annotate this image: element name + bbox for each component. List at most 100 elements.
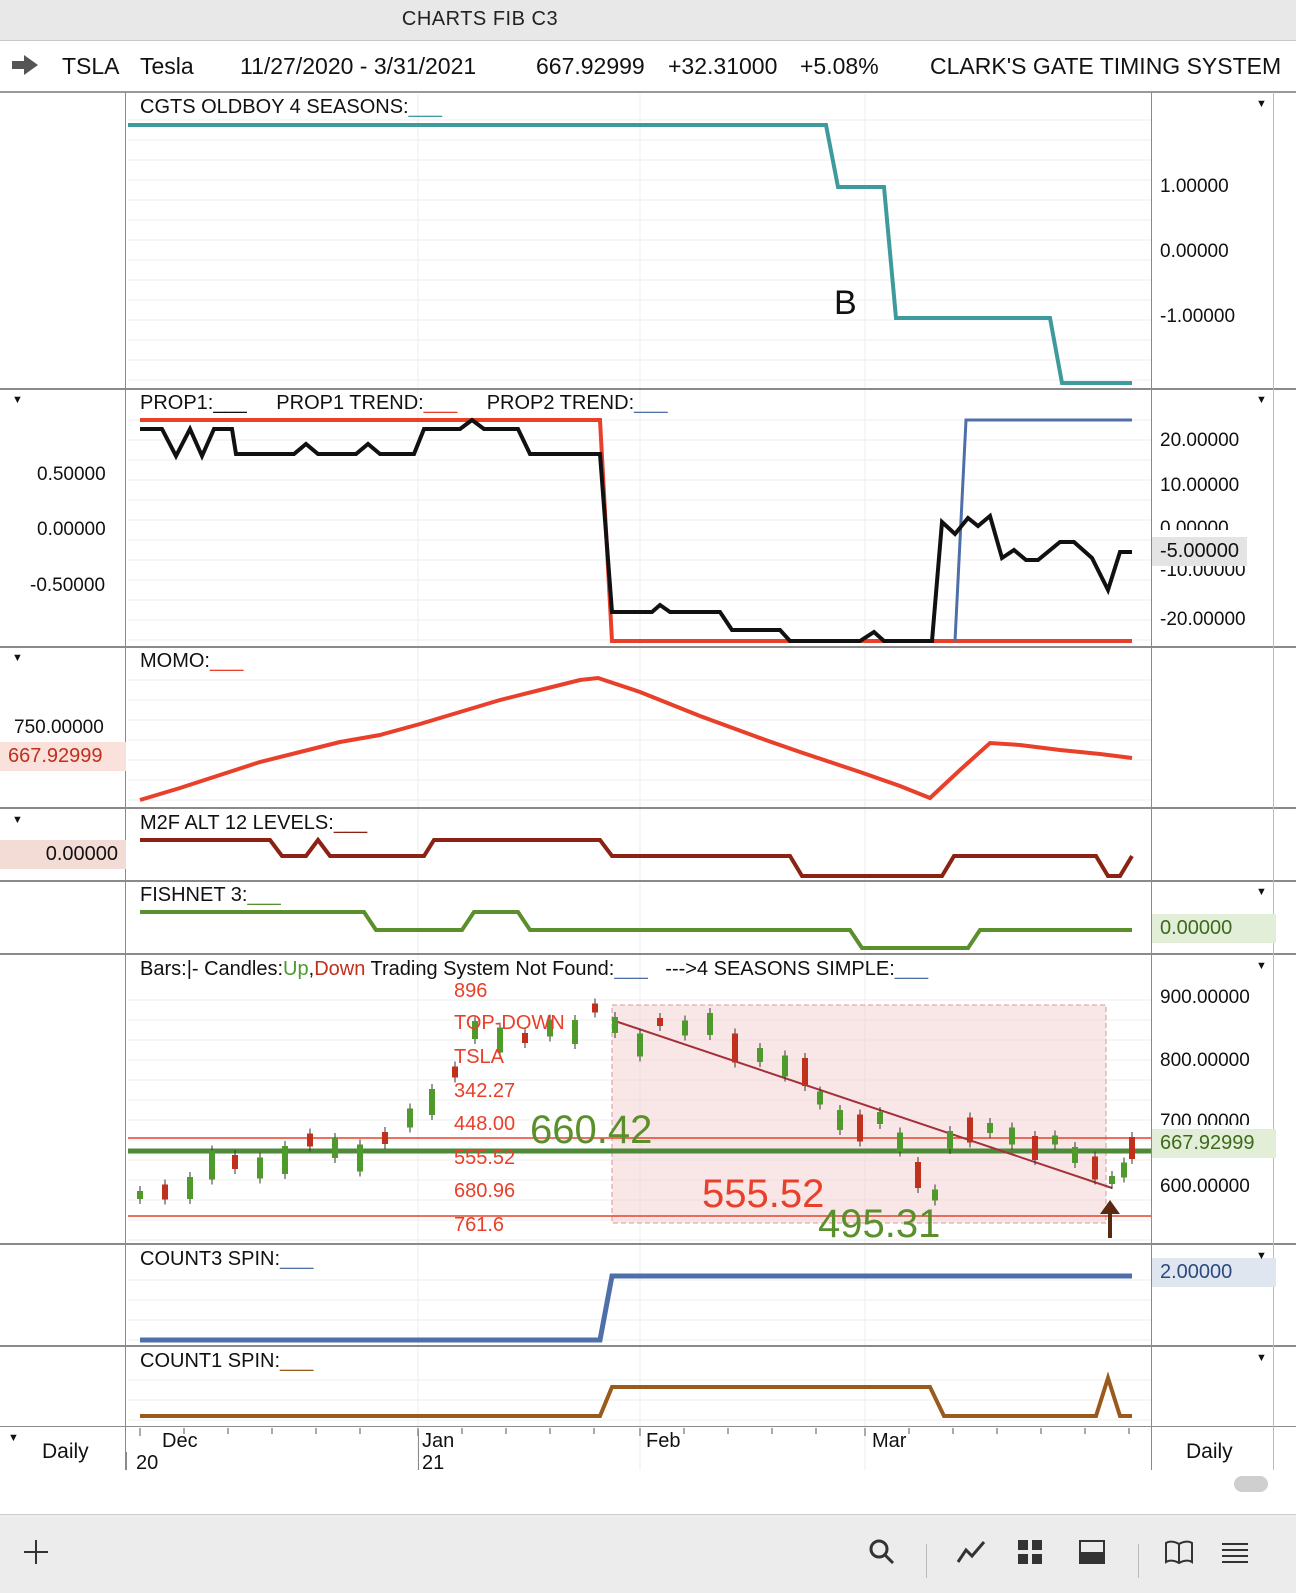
month-label: Feb [646,1430,681,1452]
toolbar-separator [926,1544,927,1578]
book-icon[interactable] [1164,1538,1194,1573]
candle-up [612,1017,618,1033]
candle-down [657,1018,663,1026]
panel2-menu-icon[interactable]: ▼ [1256,394,1267,406]
panel8-menu-icon[interactable]: ▼ [1256,1352,1267,1364]
panel2-title: PROP1:___ PROP1 TREND:___ PROP2 TREND:__… [140,392,668,414]
candle-down [915,1162,921,1188]
candle-up [1109,1176,1115,1184]
search-icon[interactable] [868,1538,896,1573]
menu-list-icon[interactable] [1220,1538,1250,1573]
up-arrow-icon [1100,1200,1120,1214]
panel-layout-icon[interactable] [1078,1538,1106,1573]
count1-spin-line [140,1371,1132,1418]
momo-value-badge: 667.92999 [0,742,126,771]
count3-value-badge: 2.00000 [1152,1258,1276,1287]
p2-left-axis-label: -0.50000 [30,575,106,596]
x-axis-ticks [139,1428,1130,1436]
system-name: CLARK'S GATE TIMING SYSTEM [930,53,1282,79]
panel3-title: MOMO:___ [140,650,244,672]
fishnet-value-badge: 0.00000 [1152,914,1276,943]
period-selector-right[interactable]: Daily [1186,1440,1233,1463]
bottom-toolbar [0,1514,1296,1593]
candle-up [1072,1147,1078,1163]
p2-right-axis-label: -20.00000 [1160,609,1246,630]
candle-up [877,1112,883,1124]
p6-axis-label: 600.00000 [1160,1176,1250,1197]
chart-canvas[interactable] [0,92,1296,1514]
candle-up [547,1019,553,1037]
candle-down [1129,1137,1135,1159]
panel-divider [0,1426,1296,1427]
horizontal-scroll-handle[interactable] [1234,1476,1268,1492]
year-label: 20 [136,1452,159,1474]
big-level-label: 660.42 [530,1108,653,1152]
p2-value-badge: -5.00000 [1152,537,1247,566]
panel5-menu-icon[interactable]: ▼ [1256,886,1267,898]
candlesticks [137,998,1135,1206]
panel4-menu-icon[interactable]: ▼ [12,814,23,826]
candle-up [987,1123,993,1133]
fib-label: 896 [454,980,488,1002]
momo-line [139,675,1133,802]
candle-up [637,1033,643,1057]
symbol-info-bar: TSLA Tesla 11/27/2020 - 3/31/2021 667.92… [0,41,1296,93]
trend-line [611,1019,1113,1189]
candle-up [497,1027,503,1053]
panel-divider[interactable] [0,388,1296,390]
symbol-name: Tesla [140,53,194,79]
period-menu-icon[interactable]: ▼ [8,1432,19,1444]
grid-icon[interactable] [1016,1538,1044,1573]
p2-left-axis-label: 0.00000 [37,519,106,540]
candle-up [782,1055,788,1077]
candle-up [257,1157,263,1179]
candle-down [1032,1136,1038,1160]
candle-up [332,1138,338,1158]
window-title: CHARTS FIB C3 [401,8,559,30]
candle-down [732,1033,738,1063]
p2-right-axis-label: 0.00000 [1160,518,1229,530]
panel8-title: COUNT1 SPIN:___ [140,1350,314,1372]
candle-up [357,1144,363,1172]
candle-up [209,1150,215,1180]
date-range: 11/27/2020 - 3/31/2021 [240,53,477,79]
right-edge-border [1273,92,1274,1470]
candle-up [897,1132,903,1152]
panel1-menu-icon[interactable]: ▼ [1256,98,1267,110]
chart-line-icon[interactable] [956,1538,986,1573]
panel6-menu-icon[interactable]: ▼ [1256,960,1267,972]
toolbar-separator [1138,1544,1139,1578]
p2-right-axis-label: -10.00000 [1160,566,1246,576]
m2f-value-badge: 0.00000 [0,840,126,869]
candle-down [382,1132,388,1144]
fishnet-line [140,910,1132,950]
big-level-label: 555.52 [702,1172,825,1216]
price-value-badge: 667.92999 [1152,1129,1276,1158]
year-divider [126,1452,127,1470]
panel-divider[interactable] [0,953,1296,955]
candle-up [1121,1162,1127,1178]
month-label: Jan [422,1430,455,1452]
candle-up [947,1131,953,1149]
add-icon[interactable] [22,1538,50,1573]
fib-label: TOP-DOWN [454,1012,565,1034]
panel-divider[interactable] [0,646,1296,648]
candle-up [1009,1127,1015,1145]
panel-divider[interactable] [0,1243,1296,1245]
panel-divider[interactable] [0,880,1296,882]
oldboy-seasons-line [128,123,1132,385]
period-selector-left[interactable]: Daily [42,1440,89,1463]
candle-up [707,1013,713,1035]
panel3-menu-icon[interactable]: ▼ [12,652,23,664]
panel-divider[interactable] [0,1345,1296,1347]
panel-divider[interactable] [0,807,1296,809]
panel7-title: COUNT3 SPIN:___ [140,1248,314,1270]
p2-right-axis-label: 10.00000 [1160,475,1240,496]
candle-up [817,1091,823,1105]
arrow-right-icon[interactable] [10,53,40,83]
candle-up [572,1020,578,1044]
candle-down [307,1133,313,1147]
panel7-menu-icon[interactable]: ▼ [1256,1250,1267,1262]
month-label: Dec [162,1430,198,1452]
panel2-left-menu-icon[interactable]: ▼ [12,394,23,406]
